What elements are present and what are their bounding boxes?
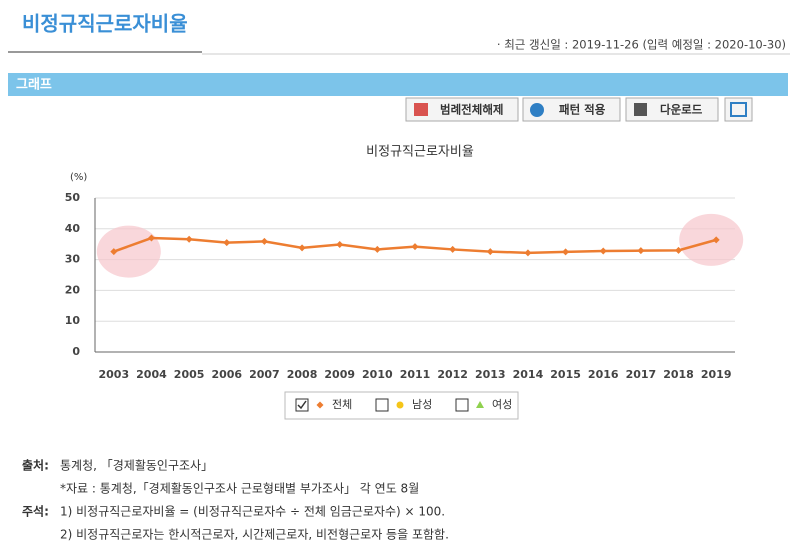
- source-label: 출처:: [22, 458, 49, 473]
- highlight: [96, 225, 161, 278]
- legend-items: 전체 남성 여성: [295, 398, 512, 412]
- page-title: 비정규직근로자비율: [22, 12, 188, 36]
- button[interactable]: [405, 97, 519, 122]
- data-point: [637, 247, 645, 255]
- button-label: 다운로드: [660, 103, 703, 117]
- x-tick-label: 2003: [99, 368, 130, 381]
- data-point: [223, 239, 231, 247]
- x-tick-label: 2011: [400, 368, 431, 381]
- y-tick-label: 0: [72, 345, 80, 358]
- data-point: [298, 244, 306, 252]
- x-tick-label: 2009: [324, 368, 355, 381]
- x-tick-label: 2017: [626, 368, 657, 381]
- data-note: *자료 : 통계청,「경제활동인구조사 근로형태별 부가조사」 각 연도 8월: [60, 482, 419, 496]
- toolbar: 범례전체해제 패턴 적용 다운로드: [405, 97, 753, 122]
- plot: 0 10 20 30 40 50 2003 2004 2005 2006 2007 2008 2009 2…: [65, 191, 744, 381]
- icon: [414, 103, 428, 116]
- update-info: · 최근 갱신일 : 2019-11-26 (입력 예정일 : 2020-10-…: [497, 38, 786, 52]
- legend-marker: [316, 401, 324, 409]
- check-mark: [297, 400, 307, 410]
- button-label: 패턴 적용: [559, 103, 606, 117]
- notes: 출처: 통계청, 「경제활동인구조사」 *자료 : 통계청,「경제활동인구조사 …: [22, 458, 449, 542]
- x-tick-label: 2010: [362, 368, 393, 381]
- x-tick-label: 2013: [475, 368, 506, 381]
- legend-checkbox[interactable]: [375, 398, 389, 412]
- data-point: [712, 236, 720, 244]
- data-point: [185, 235, 193, 243]
- data-point: [411, 243, 419, 251]
- y-tick-label: 10: [65, 314, 81, 327]
- icon: [530, 103, 544, 117]
- y-tick-label: 40: [65, 222, 81, 235]
- data-point: [373, 245, 381, 253]
- icon: [634, 103, 647, 116]
- legend-checkbox[interactable]: [455, 398, 469, 412]
- data-point: [675, 246, 683, 254]
- data-point: [260, 237, 268, 245]
- x-tick-label: 2019: [701, 368, 732, 381]
- legend-checkbox[interactable]: [295, 398, 309, 412]
- y-tick-label: 20: [65, 283, 81, 296]
- y-axis-label: (%): [70, 172, 87, 183]
- x-tick-label: 2006: [211, 368, 242, 381]
- data-point: [562, 248, 570, 256]
- y-tick-label: 30: [65, 253, 81, 266]
- legend-label: 남성: [412, 398, 432, 411]
- chart-title: 비정규직근로자비율: [366, 145, 474, 160]
- remark: 1) 비정규직근로자비율 = (비정규직근로자수 ÷ 전체 임금근로자수) × …: [60, 505, 445, 519]
- x-tick-label: 2015: [550, 368, 581, 381]
- legend-marker: [396, 401, 404, 409]
- source: 통계청, 「경제활동인구조사」: [60, 459, 213, 473]
- data-point: [524, 249, 532, 257]
- data-point: [486, 248, 494, 256]
- x-tick-label: 2004: [136, 368, 167, 381]
- remark: 2) 비정규직근로자는 한시적근로자, 시간제근로자, 비전형근로자 등을 포함…: [60, 528, 449, 542]
- data-point: [110, 248, 118, 256]
- data-point: [449, 245, 457, 253]
- data-point: [599, 247, 607, 255]
- x-tick-label: 2018: [663, 368, 694, 381]
- section-title: 그래프: [16, 78, 52, 93]
- remark-label: 주석:: [22, 505, 49, 519]
- x-tick-label: 2012: [437, 368, 468, 381]
- button-label: 범례전체해제: [440, 103, 503, 117]
- icon: [730, 102, 747, 117]
- x-tick-label: 2008: [287, 368, 318, 381]
- button[interactable]: [522, 97, 621, 122]
- x-tick-label: 2007: [249, 368, 280, 381]
- legend-label: 전체: [332, 398, 352, 411]
- highlight: [679, 213, 744, 266]
- data-point: [147, 234, 155, 242]
- section-bar: [8, 73, 788, 96]
- legend-label: 여성: [492, 398, 512, 411]
- y-tick-label: 50: [65, 191, 81, 204]
- x-tick-label: 2005: [174, 368, 205, 381]
- x-tick-label: 2014: [513, 368, 544, 381]
- data-point: [336, 241, 344, 249]
- button[interactable]: [625, 97, 719, 122]
- legend-marker: [476, 401, 484, 408]
- x-tick-label: 2016: [588, 368, 619, 381]
- button[interactable]: [724, 97, 753, 122]
